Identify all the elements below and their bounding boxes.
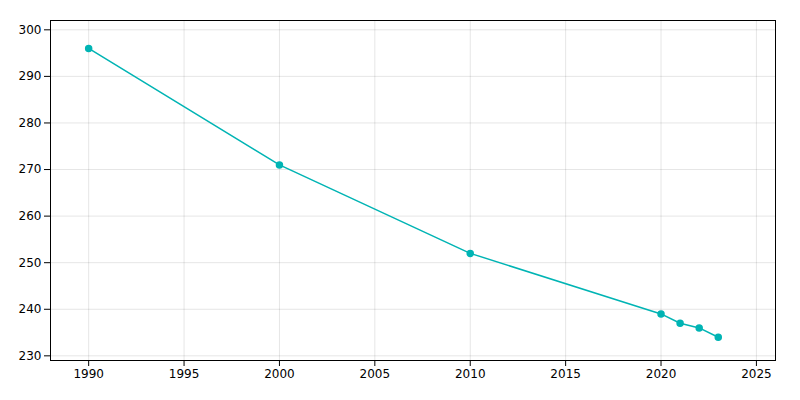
svg-text:280: 280 [19, 116, 42, 130]
svg-text:230: 230 [19, 349, 42, 363]
svg-text:290: 290 [19, 69, 42, 83]
svg-text:240: 240 [19, 302, 42, 316]
svg-text:2025: 2025 [741, 367, 772, 381]
svg-text:2010: 2010 [455, 367, 486, 381]
svg-text:1995: 1995 [169, 367, 200, 381]
svg-text:300: 300 [19, 23, 42, 37]
svg-text:2005: 2005 [360, 367, 391, 381]
svg-text:2020: 2020 [646, 367, 677, 381]
svg-text:250: 250 [19, 256, 42, 270]
svg-text:2000: 2000 [264, 367, 295, 381]
svg-text:1990: 1990 [73, 367, 104, 381]
svg-text:260: 260 [19, 209, 42, 223]
svg-text:270: 270 [19, 162, 42, 176]
svg-text:2015: 2015 [550, 367, 581, 381]
